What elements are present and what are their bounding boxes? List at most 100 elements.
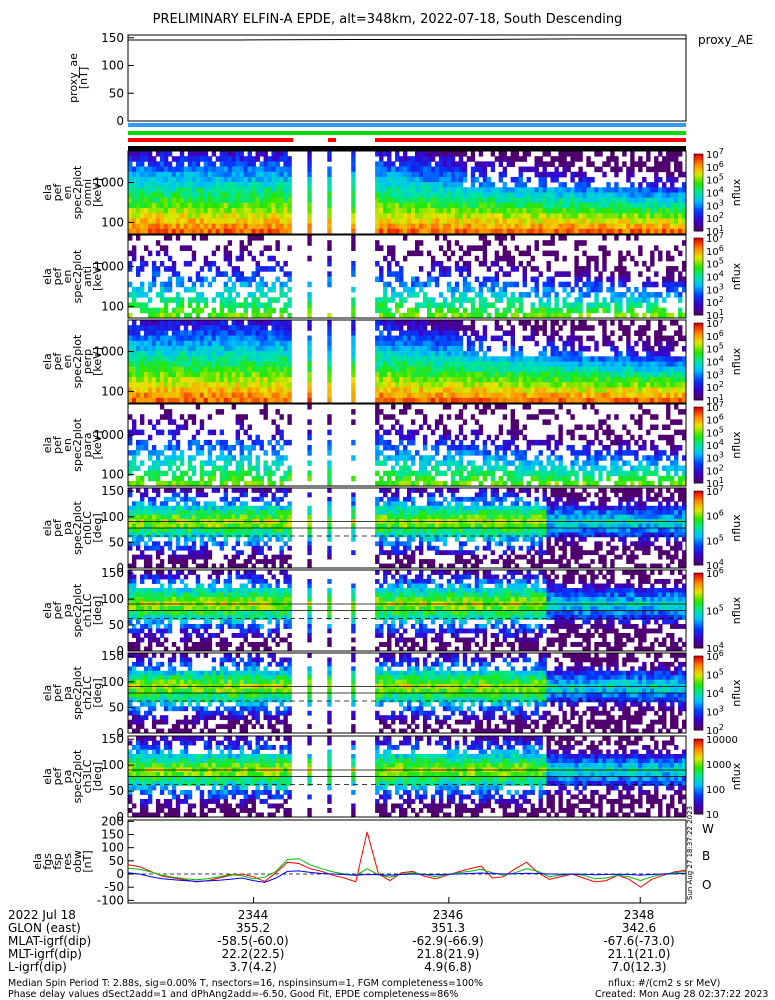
pixel [458,335,464,342]
pixel [391,286,396,293]
pixel [678,325,683,331]
pixel [195,312,201,319]
pixel [199,351,205,357]
pixel [287,271,292,277]
pixel [243,429,248,436]
pixel [518,213,523,219]
pixel [446,345,452,352]
pixel [562,345,567,352]
pixel [395,445,400,451]
pixel [578,276,583,283]
pixel [407,361,412,368]
pixel [654,366,659,373]
pixel [510,340,516,347]
pixel [590,255,595,262]
pixel [147,434,153,441]
pixel [442,330,448,336]
pixel [399,439,404,446]
colorbar-en_spectra_omni-seg [694,180,703,184]
pixel [199,330,205,336]
pixel [614,387,619,394]
pixel [399,387,404,394]
pixel [375,260,380,267]
pixel [490,377,496,383]
pixel [470,218,476,225]
pixel [678,335,683,342]
pixel [422,176,428,183]
status-bar-black [128,146,686,151]
pixel [594,218,599,225]
pixel [199,223,205,230]
pixel [183,345,189,352]
pixel [506,197,512,204]
pixel [395,307,400,314]
pixel [678,276,683,283]
pixel [486,312,492,319]
pixel [518,176,523,183]
pixel [626,392,631,399]
pixel [219,439,225,446]
pixel [235,213,240,219]
pixel [434,351,440,357]
pixel [546,192,551,199]
pixel [494,361,500,368]
pixel [307,445,312,451]
pixel [203,235,209,241]
colorbar-en_spectra_omni-seg [694,173,703,176]
pixel [578,156,583,162]
pixel [570,156,575,162]
pixel [626,387,631,394]
pixel [279,366,284,373]
pixel [223,382,229,388]
pixel [387,340,392,347]
pixel [403,176,408,183]
pixel [375,429,380,436]
pixel [375,192,380,199]
pixel [351,208,356,214]
pixel [327,429,332,436]
pixel [562,340,567,347]
pixel [438,361,444,368]
pixel [674,228,679,235]
pixel [642,325,647,331]
pixel [383,392,388,399]
pixel [255,335,260,342]
pixel [251,351,256,357]
pixel [578,371,583,378]
pixel [187,455,193,461]
pixel [414,392,420,399]
pixel [554,192,559,199]
pixel [502,171,508,178]
pixel [283,156,288,162]
pixel [438,271,444,277]
pixel [630,392,635,399]
pixel [167,419,173,425]
pixel [418,228,424,235]
pixel [662,307,667,314]
pixel [251,182,256,188]
pixel [530,166,535,173]
pixel [670,202,675,209]
pixel [494,197,500,204]
time-row-3-val-0: 22.2(22.5) [221,947,285,961]
pixel [634,218,639,225]
pixel [550,397,555,404]
pixel [219,371,225,378]
pixel [243,182,248,188]
pixel [446,187,452,193]
colorbar-en_spectra_omni-seg [694,213,703,217]
pixel [562,377,567,383]
pixel [610,361,615,368]
pixel [199,187,205,193]
pixel [239,455,244,461]
pixel [147,356,153,362]
pixel [375,161,380,167]
pixel [395,171,400,178]
pixel [351,371,356,378]
pixel [139,223,145,230]
pixel [131,345,137,352]
pixel [510,356,516,362]
pixel [155,470,161,477]
pixel [522,187,527,193]
pixel [199,218,205,225]
